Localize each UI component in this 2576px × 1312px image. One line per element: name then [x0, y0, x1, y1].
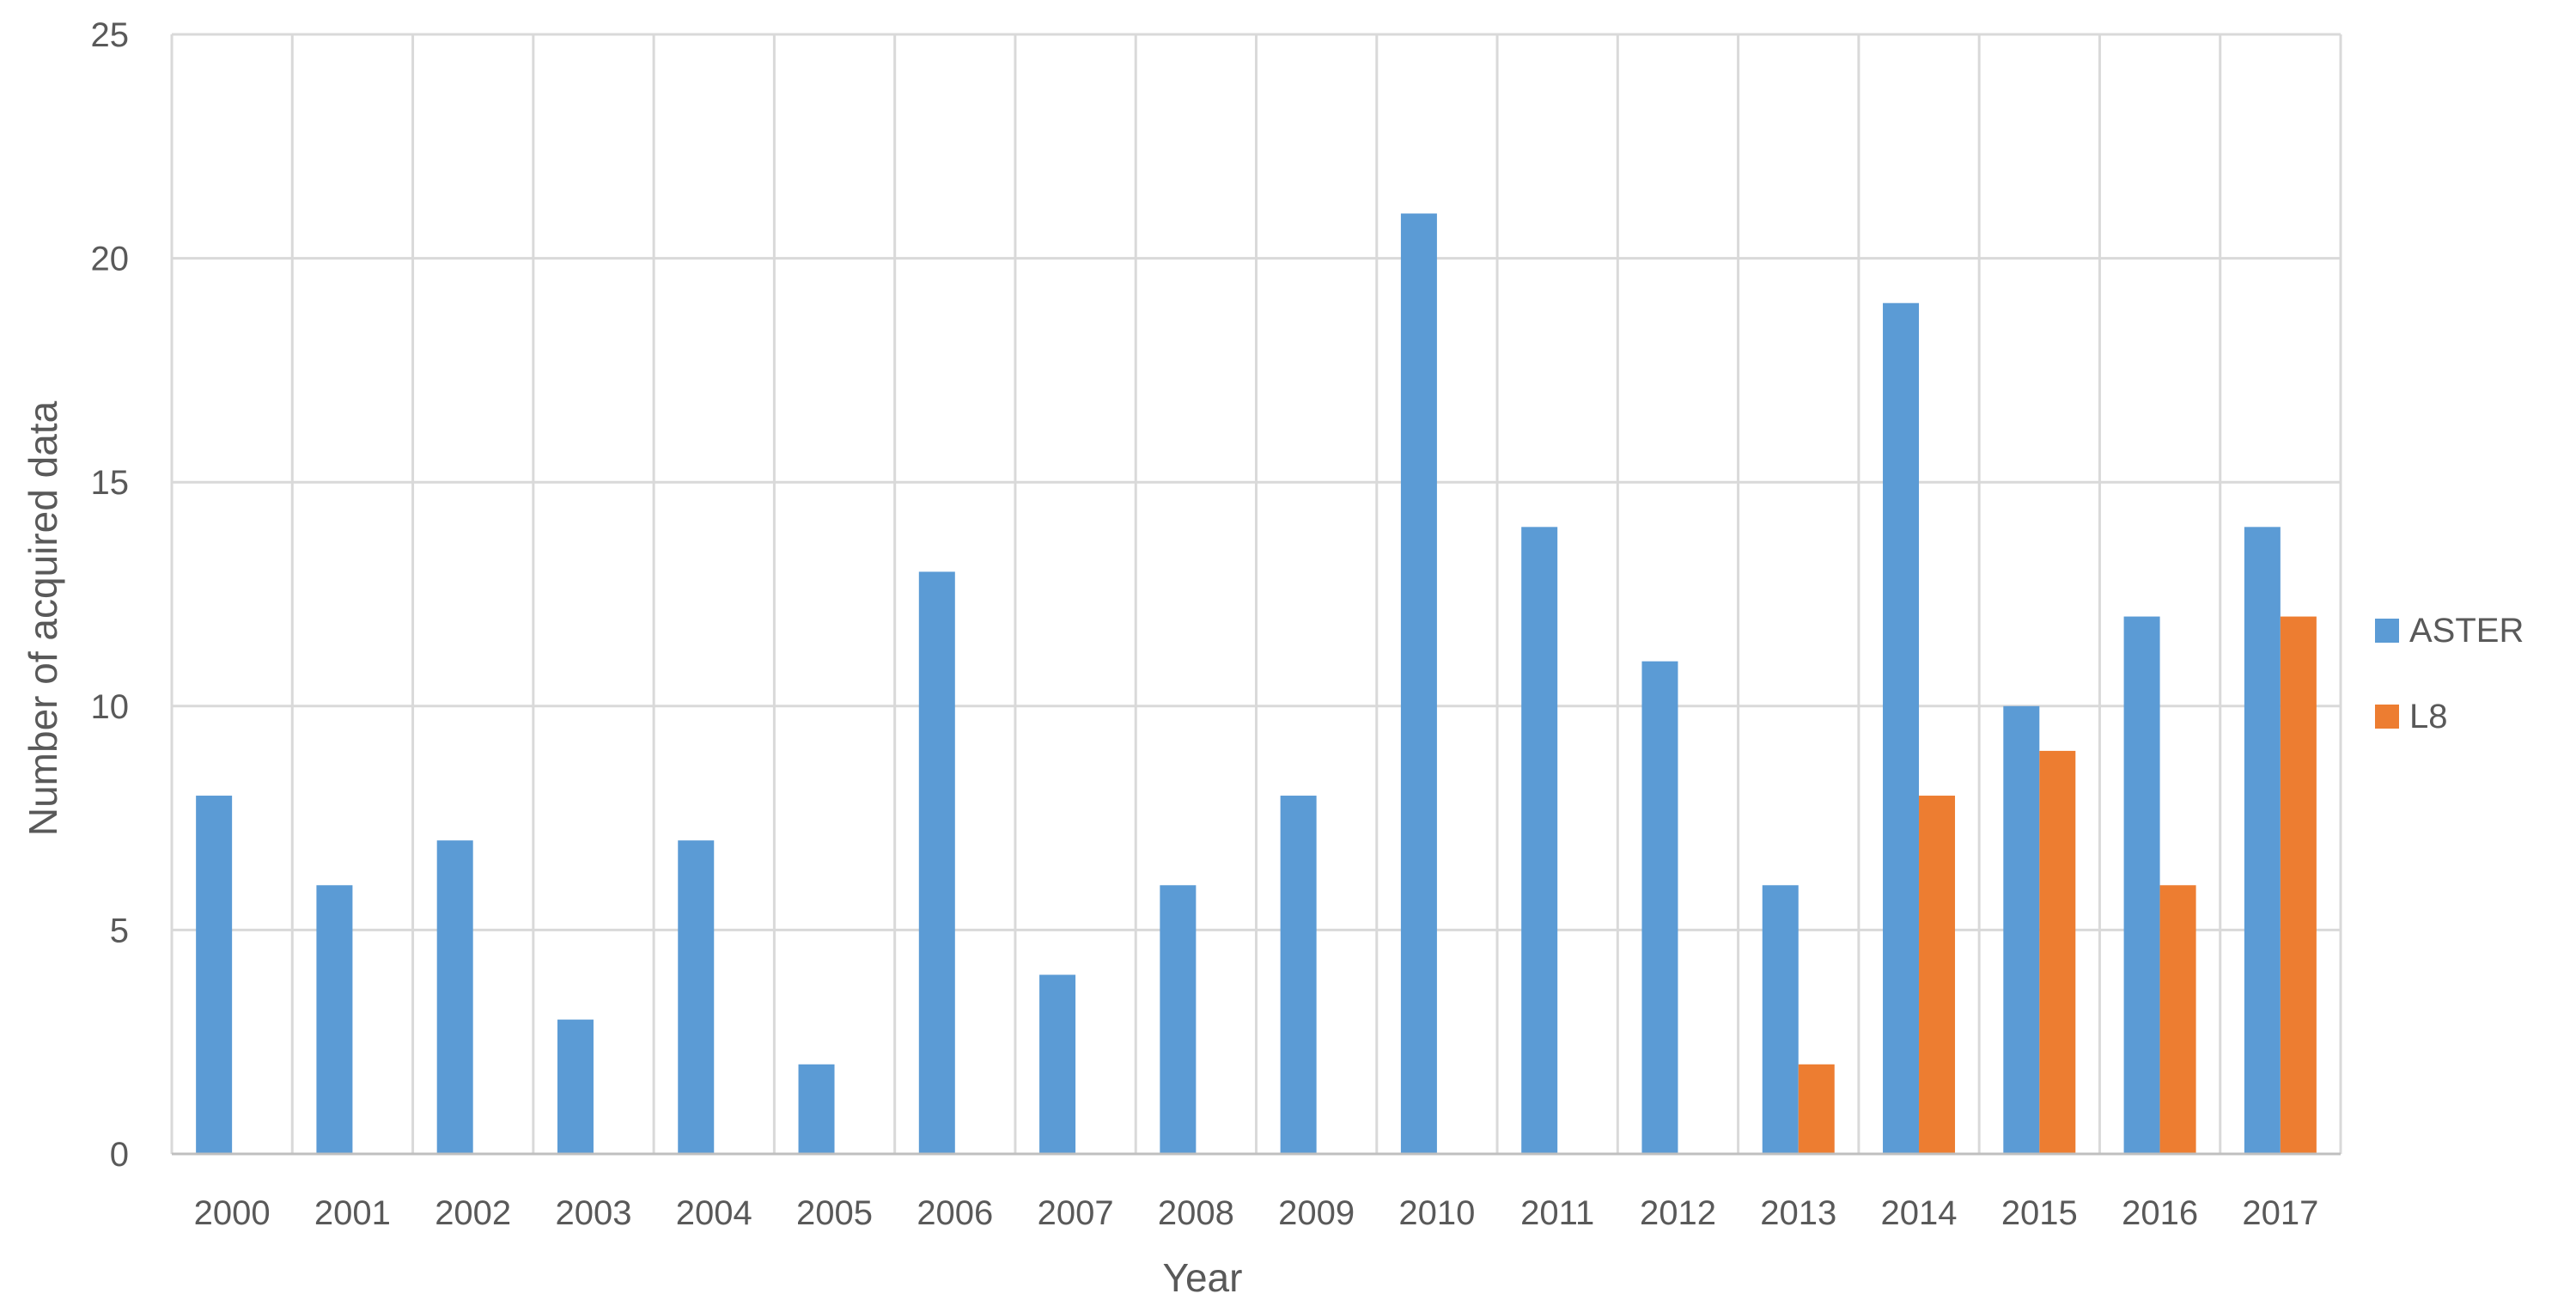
bar-aster-2016 [2123, 616, 2160, 1154]
x-tick-label: 2007 [1038, 1194, 1114, 1232]
legend-swatch-aster [2375, 619, 2399, 643]
bar-aster-2007 [1039, 974, 1076, 1154]
y-tick-label: 10 [91, 688, 130, 726]
x-tick-label: 2002 [435, 1194, 511, 1232]
bar-l8-2013 [1798, 1064, 1835, 1154]
bar-l8-2015 [2039, 750, 2076, 1154]
bar-aster-2006 [918, 571, 955, 1154]
gridlines [170, 33, 2342, 1154]
bar-aster-2015 [2003, 705, 2040, 1154]
bar-l8-2014 [1919, 796, 1956, 1154]
bar-aster-2002 [436, 840, 473, 1154]
legend-swatch-l8 [2375, 705, 2399, 729]
y-tick-label: 15 [91, 464, 130, 502]
y-tick-label: 25 [91, 16, 130, 54]
bar-aster-2003 [557, 1019, 594, 1154]
x-tick-label: 2012 [1640, 1194, 1716, 1232]
bar-aster-2000 [196, 796, 233, 1154]
x-tick-label: 2017 [2242, 1194, 2318, 1232]
y-tick-label: 20 [91, 241, 130, 278]
x-tick-label: 2016 [2122, 1194, 2198, 1232]
bar-aster-2001 [316, 885, 353, 1154]
y-tick-labels: 0 5 10 15 20 25 [91, 16, 130, 1174]
x-tick-label: 2010 [1398, 1194, 1475, 1232]
x-tick-label: 2008 [1158, 1194, 1234, 1232]
y-axis-title: Number of acquired data [21, 400, 65, 836]
bars [196, 213, 2317, 1155]
bar-aster-2009 [1280, 796, 1317, 1154]
x-tick-label: 2015 [2001, 1194, 2078, 1232]
bar-aster-2005 [798, 1064, 835, 1154]
bar-aster-2008 [1160, 885, 1197, 1154]
x-tick-labels: 2000 2001 2002 2003 2004 2005 2006 2007 2008 2009… [194, 1194, 2319, 1232]
bar-aster-2017 [2244, 527, 2281, 1154]
x-tick-label: 2000 [194, 1194, 271, 1232]
x-tick-label: 2001 [314, 1194, 391, 1232]
x-tick-label: 2011 [1520, 1194, 1594, 1232]
bar-aster-2011 [1521, 527, 1558, 1154]
x-axis-title: Year [1163, 1255, 1243, 1300]
legend: ASTER L8 [2375, 612, 2524, 735]
y-tick-label: 0 [110, 1136, 129, 1174]
x-tick-label: 2009 [1278, 1194, 1355, 1232]
legend-label-aster: ASTER [2409, 612, 2524, 650]
x-tick-label: 2005 [796, 1194, 873, 1232]
bar-aster-2004 [678, 840, 715, 1154]
x-tick-label: 2006 [917, 1194, 993, 1232]
bar-l8-2016 [2159, 885, 2196, 1154]
bar-aster-2010 [1400, 213, 1437, 1155]
x-tick-label: 2013 [1760, 1194, 1836, 1232]
bar-aster-2012 [1641, 661, 1678, 1154]
x-tick-label: 2014 [1881, 1194, 1958, 1232]
bar-aster-2014 [1883, 302, 1920, 1155]
x-tick-label: 2003 [555, 1194, 631, 1232]
bar-l8-2017 [2280, 616, 2317, 1154]
y-tick-label: 5 [110, 912, 129, 949]
bar-aster-2013 [1762, 885, 1799, 1154]
legend-label-l8: L8 [2409, 698, 2448, 735]
x-tick-label: 2004 [676, 1194, 752, 1232]
